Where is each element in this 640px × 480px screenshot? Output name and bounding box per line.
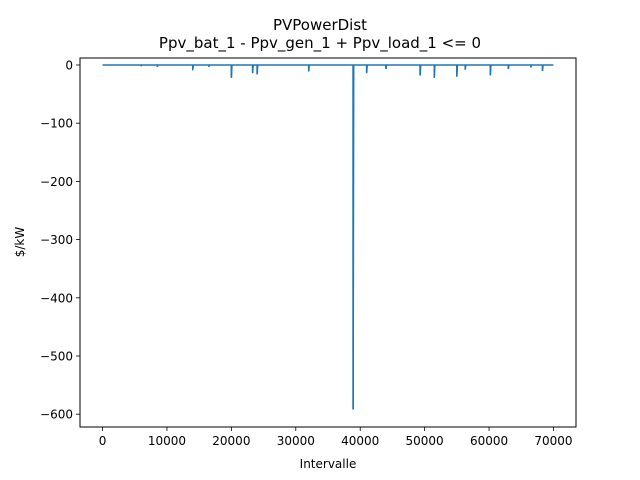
plot-area bbox=[102, 64, 554, 410]
x-axis-label: Intervalle bbox=[300, 457, 357, 471]
x-tick-label-6: 60000 bbox=[470, 434, 508, 448]
chart-title: PVPowerDist bbox=[273, 16, 367, 34]
y-tick-label-5: −500 bbox=[40, 349, 73, 363]
y-tick-label-0: 0 bbox=[65, 58, 73, 72]
y-tick-label-2: −200 bbox=[40, 175, 73, 189]
x-tick-label-4: 40000 bbox=[341, 434, 379, 448]
x-tick-label-5: 50000 bbox=[406, 434, 444, 448]
series-line-0 bbox=[102, 64, 554, 410]
x-tick-label-0: 0 bbox=[99, 434, 107, 448]
y-axis-label: $/kW bbox=[13, 227, 27, 258]
plot-frame bbox=[79, 57, 577, 428]
x-tick-label-1: 10000 bbox=[148, 434, 186, 448]
x-axis: 0 10000 20000 30000 40000 50000 60000 70000 bbox=[99, 427, 573, 448]
y-tick-label-3: −300 bbox=[40, 233, 73, 247]
y-tick-label-1: −100 bbox=[40, 117, 73, 131]
chart-subtitle: Ppv_bat_1 - Ppv_gen_1 + Ppv_load_1 <= 0 bbox=[159, 34, 481, 53]
x-tick-label-7: 70000 bbox=[534, 434, 572, 448]
y-tick-label-6: −600 bbox=[40, 408, 73, 422]
y-axis: 0 −100 −200 −300 −400 −500 −600 bbox=[40, 58, 80, 422]
y-tick-label-4: −400 bbox=[40, 291, 73, 305]
x-tick-label-3: 30000 bbox=[277, 434, 315, 448]
x-tick-label-2: 20000 bbox=[212, 434, 250, 448]
